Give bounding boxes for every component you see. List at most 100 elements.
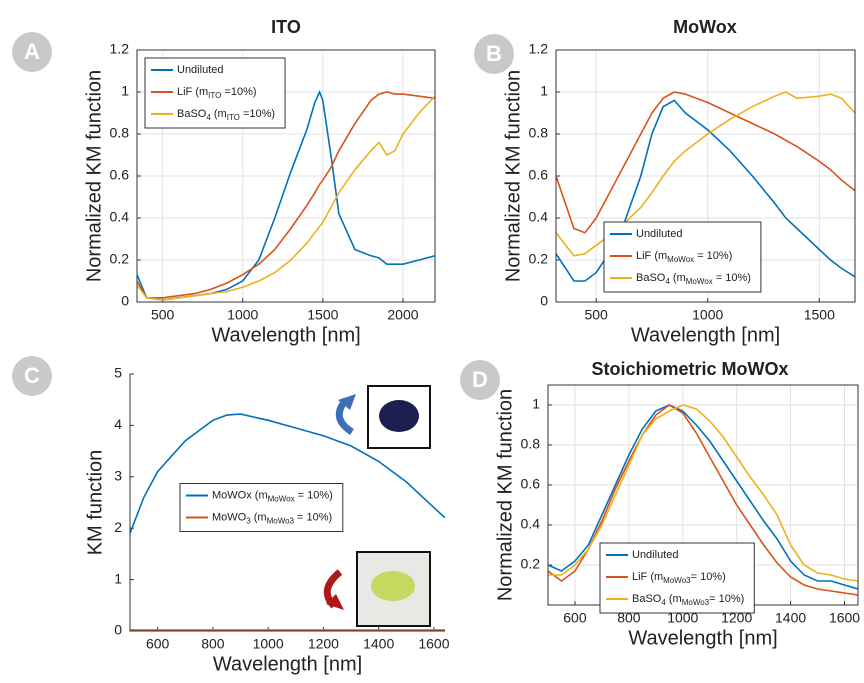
powder-images [323,385,431,627]
y-tick-label: 1.2 [529,41,549,57]
y-tick-label: 0.4 [529,209,549,225]
text-part: BaSO [177,108,207,120]
y-axis-label: Normalized KM function [502,70,524,282]
axes-lines [129,374,445,632]
subscript: MoWo3 [663,576,691,585]
legend-label: BaSO4 (mITO =10%) [177,108,275,122]
y-tick-label: 1.2 [110,41,130,57]
legend-label: MoWO3 (mMoWo3 = 10%) [212,511,332,525]
subscript: 3 [246,517,251,526]
y-tick-label: 1 [121,83,129,99]
arrow-head [326,594,344,610]
x-tick-label: 1000 [253,636,284,652]
y-axis-label: Normalized KM function [494,389,516,601]
text-part: = 10%) [694,250,732,262]
y-tick-label: 0 [114,622,122,638]
y-tick-label: 0 [540,293,548,309]
y-tick-label: 0.8 [521,436,541,452]
data-line [548,404,858,590]
panel-letter: D [472,367,488,392]
y-tick-label: 0.2 [521,556,541,572]
y-tick-label: 5 [114,365,122,381]
x-axis-label: Wavelength [nm] [213,653,362,675]
y-tick-label: 0.6 [529,167,549,183]
y-tick-label: 0.4 [521,516,541,532]
legend: Undiluted LiF (mITO =10%) BaSO4 (mITO =10%… [144,57,286,129]
panel-letter-badge [460,360,500,400]
x-tick-label: 600 [563,610,587,626]
x-tick-label: 1600 [829,610,860,626]
data-line [556,91,855,257]
y-tick-label: 0.6 [521,476,541,492]
text-part: LiF (m [177,86,208,98]
x-tick-label: 1400 [363,636,394,652]
data-line [130,413,445,534]
text-part: =10%) [240,108,275,120]
y-tick-label: 1 [114,570,122,586]
legend-label: LiF (mMoWox = 10%) [636,250,732,264]
subscript: MoWo3 [682,598,710,607]
text-part: = 10%) [709,593,744,605]
text-part: MoWOx (m [212,489,268,501]
arrow-head [338,394,356,410]
x-tick-label: 1200 [721,610,752,626]
text-part: (m [670,272,686,284]
green-powder [371,571,415,601]
y-tick-label: 0.6 [110,167,130,183]
text-part: = 10%) [295,489,333,501]
y-tick-label: 0.4 [110,209,130,225]
y-tick-label: 1 [540,83,548,99]
panel-letter-badge [12,32,52,72]
x-tick-label: 1000 [667,610,698,626]
chart-title: Stoichiometric MoWOx [591,359,788,379]
subscript: MoWox [268,495,295,504]
text-part: (m [251,511,267,523]
text-part: (m [211,108,227,120]
subscript: 4 [665,277,670,286]
panel-letter: C [24,363,40,388]
legend-label: Undiluted [636,228,682,240]
text-part: Undiluted [632,549,678,561]
chart-title: MoWox [673,17,737,37]
panel-letter: A [24,39,40,64]
y-tick-label: 0.8 [529,125,549,141]
x-tick-label: 600 [146,636,170,652]
x-tick-label: 1200 [308,636,339,652]
text-part: = 10%) [713,272,751,284]
panel-letter: B [486,41,502,66]
data-line [556,91,855,234]
panel: 500 1000 1500 0 0.2 0.4 0.6 0.8 1 1.2 MoWox Wavelen… [474,17,856,346]
subscript: MoWox [686,277,713,286]
data-line [556,99,855,282]
x-tick-label: 1600 [418,636,449,652]
y-tick-label: 4 [114,416,122,432]
legend: MoWOx (mMoWox = 10%) MoWO3 (mMoWo3 = 10%) [179,483,344,532]
text-part: Undiluted [177,64,223,76]
x-axis-label: Wavelength [nm] [211,324,360,346]
data-line [548,404,858,596]
chart-title: ITO [271,17,301,37]
x-tick-label: 800 [617,610,641,626]
legend-label: LiF (mITO =10%) [177,86,257,100]
text-part: = 10%) [691,571,726,583]
subscript: MoWox [667,255,694,264]
y-tick-label: 0.2 [110,251,130,267]
x-tick-label: 1500 [804,307,835,323]
x-tick-label: 500 [151,307,175,323]
panel: 500 1000 1500 2000 0 0.2 0.4 0.6 0.8 1 1.2 ITO Wavel… [12,17,436,346]
data-line [548,404,858,582]
x-tick-label: 1000 [227,307,258,323]
y-tick-label: 0.8 [110,125,130,141]
x-tick-label: 2000 [387,307,418,323]
legend-label: Undiluted [632,549,678,561]
x-axis-label: Wavelength [nm] [628,627,777,649]
y-tick-label: 1 [532,396,540,412]
y-axis-label: KM function [84,450,106,556]
y-tick-label: 3 [114,468,122,484]
legend-box [179,483,344,532]
text-part: BaSO [632,593,662,605]
data-line [137,95,435,301]
x-tick-label: 1000 [692,307,723,323]
